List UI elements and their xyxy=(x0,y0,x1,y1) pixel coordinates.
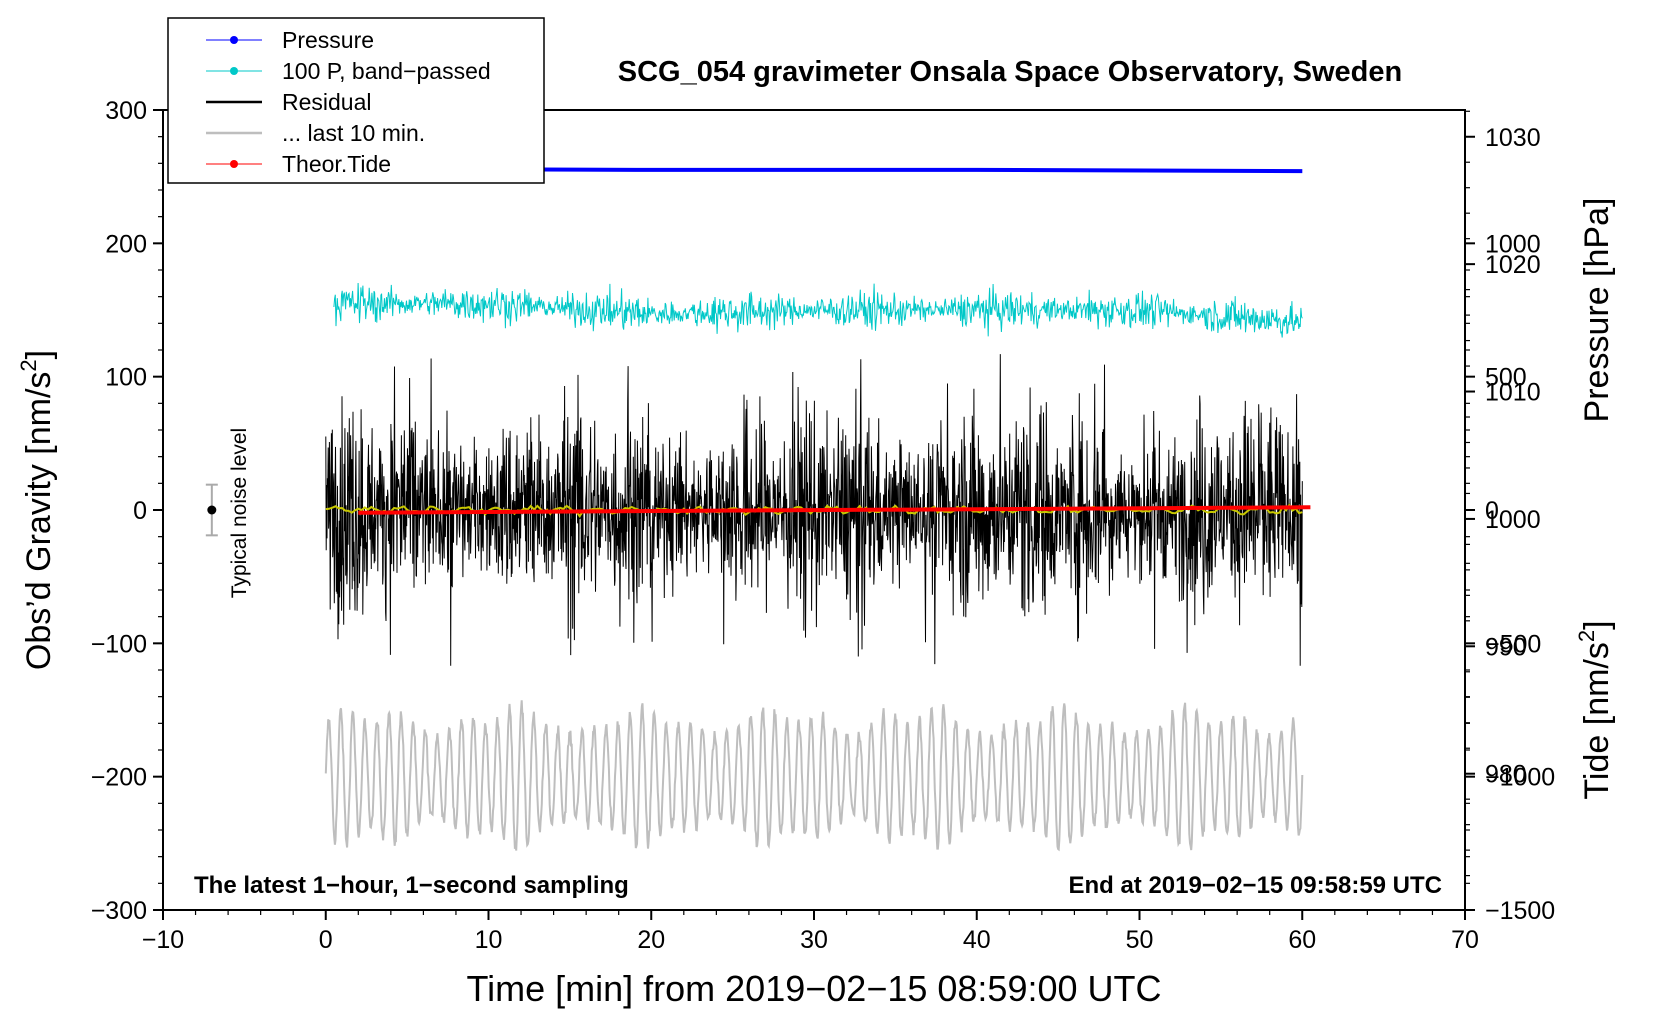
legend-marker xyxy=(230,67,238,75)
pressure-tick-label: 980 xyxy=(1485,761,1527,789)
last-10-min-line xyxy=(324,700,1304,852)
noise-indicator xyxy=(205,483,218,537)
legend-box xyxy=(167,17,545,184)
pressure-tick-label: 1010 xyxy=(1485,379,1541,407)
noise-point xyxy=(207,505,217,515)
x-axis-ticks: −10 0 10 20 30 40 50 60 70 xyxy=(142,910,1479,954)
legend-marker xyxy=(230,36,238,44)
legend-label: ... last 10 min. xyxy=(282,120,425,146)
theoretical-tide-line xyxy=(358,505,1311,515)
y-tick-label: 200 xyxy=(105,230,147,258)
band-passed-pressure-line xyxy=(333,282,1303,338)
tide-axis-label-suffix: ] xyxy=(1578,620,1616,629)
x-tick-label: 40 xyxy=(963,926,991,954)
legend-label: Theor.Tide xyxy=(282,151,391,177)
tide-tick-label: −500 xyxy=(1485,630,1541,658)
x-tick-label: 10 xyxy=(475,926,503,954)
x-tick-label: 20 xyxy=(637,926,665,954)
tide-axis-label-prefix: Tide [nm/s xyxy=(1578,642,1616,799)
y-tick-label: 100 xyxy=(105,364,147,392)
legend: Pressure 100 P, band−passed Residual ... la… xyxy=(167,17,545,184)
y-tick-label: −200 xyxy=(91,764,147,792)
y-axis-label-sup: 2 xyxy=(16,359,41,371)
x-tick-label: 0 xyxy=(319,926,333,954)
legend-marker xyxy=(230,160,238,168)
tide-tick-label: −1500 xyxy=(1485,897,1555,925)
tide-tick-label: 1000 xyxy=(1485,230,1541,258)
pressure-axis-ticks: 1030 1020 1010 1000 990 980 xyxy=(1465,110,1541,877)
legend-label: 100 P, band−passed xyxy=(282,58,491,84)
y-axis-label-suffix: ] xyxy=(20,350,58,359)
y-tick-label: 300 xyxy=(105,97,147,125)
tide-tick-label: 0 xyxy=(1485,497,1499,525)
pressure-tick-label: 1030 xyxy=(1485,124,1541,152)
tide-tick-label: 500 xyxy=(1485,364,1527,392)
x-tick-label: 50 xyxy=(1126,926,1154,954)
tide-axis-label-sup: 2 xyxy=(1574,630,1599,642)
residual-line xyxy=(325,354,1303,666)
x-tick-label: 70 xyxy=(1451,926,1479,954)
pressure-tick-label: 1020 xyxy=(1485,251,1541,279)
x-axis-label: Time [min] from 2019−02−15 08:59:00 UTC xyxy=(466,968,1161,1009)
series-layer xyxy=(324,166,1311,852)
pressure-tick-label: 1000 xyxy=(1485,506,1541,534)
y-tick-label: −300 xyxy=(91,897,147,925)
y-tick-label: 0 xyxy=(133,497,147,525)
tide-axis-ticks: 1000 500 0 −500 −1000 −1500 xyxy=(1465,230,1555,925)
y-axis-label-prefix: Obs’d Gravity [nm/s xyxy=(20,372,58,671)
y-tick-label: −100 xyxy=(91,630,147,658)
noise-label: Typical noise level xyxy=(228,428,251,598)
y-axis-label: Obs’d Gravity [nm/s2] xyxy=(16,350,58,670)
y-axis-ticks: 300 200 100 0 −100 −200 −300 xyxy=(91,97,163,925)
legend-label: Pressure xyxy=(282,27,374,53)
x-tick-label: 30 xyxy=(800,926,828,954)
tide-tick-label: −1000 xyxy=(1485,764,1555,792)
x-tick-label: 60 xyxy=(1288,926,1316,954)
pressure-axis-label: Pressure [hPa] xyxy=(1578,198,1616,423)
legend-label: Residual xyxy=(282,89,372,115)
x-tick-label: −10 xyxy=(142,926,184,954)
sampling-annotation: The latest 1−hour, 1−second sampling xyxy=(194,872,629,899)
pressure-tick-label: 990 xyxy=(1485,633,1527,661)
legend-items: Pressure 100 P, band−passed Residual ... la… xyxy=(206,27,491,177)
tide-axis-label: Tide [nm/s2] xyxy=(1574,620,1616,799)
end-time-annotation: End at 2019−02−15 09:58:59 UTC xyxy=(1068,872,1442,899)
chart-title: SCG_054 gravimeter Onsala Space Observat… xyxy=(618,56,1402,88)
